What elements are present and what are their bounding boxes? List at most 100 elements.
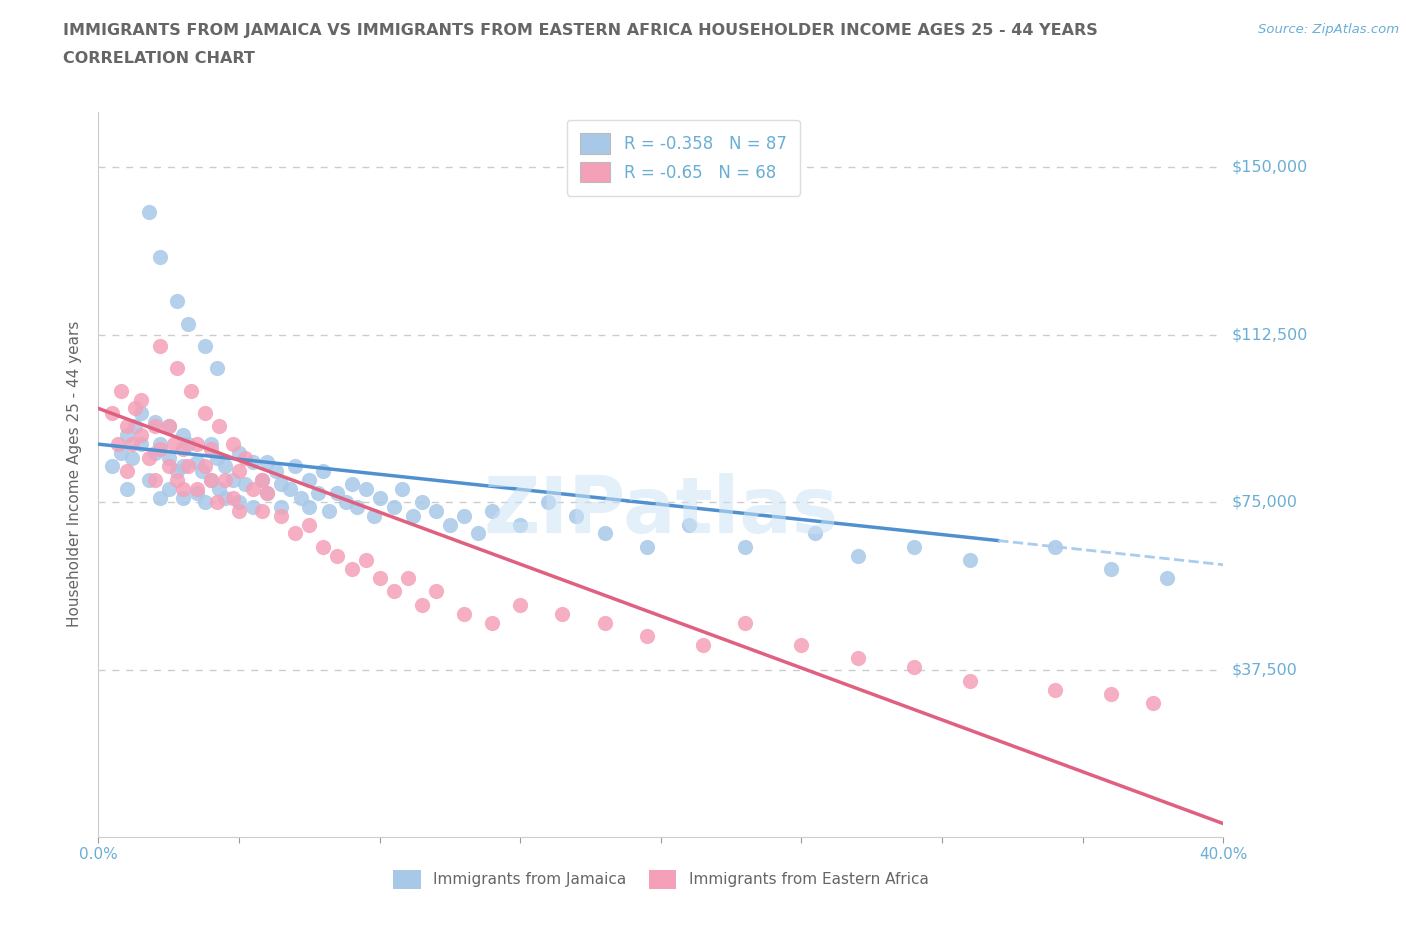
Point [335,495,357,510]
Point [157,450,180,465]
Point [636,629,658,644]
Point [298,472,321,487]
Point [551,606,574,621]
Point [298,499,321,514]
Point [959,552,981,567]
Point [382,499,405,514]
Point [101,405,124,420]
Point [903,660,925,675]
Point [250,504,273,519]
Point [368,571,391,586]
Point [593,526,616,541]
Text: ZIPatlas: ZIPatlas [484,472,838,549]
Point [391,482,413,497]
Point [110,445,132,460]
Point [242,499,264,514]
Point [233,477,256,492]
Point [138,450,160,465]
Point [959,673,981,688]
Point [222,472,245,487]
Point [340,477,363,492]
Point [200,441,222,456]
Point [222,437,245,452]
Point [382,584,405,599]
Point [110,383,132,398]
Point [191,463,214,478]
Text: Source: ZipAtlas.com: Source: ZipAtlas.com [1258,23,1399,36]
Point [312,463,335,478]
Point [205,495,228,510]
Point [734,616,756,631]
Point [242,482,264,497]
Point [149,441,172,456]
Point [804,526,827,541]
Point [166,463,188,478]
Point [129,437,152,452]
Point [368,490,391,505]
Point [290,490,312,505]
Point [453,508,475,523]
Point [242,455,264,470]
Point [172,482,194,497]
Point [172,490,194,505]
Point [396,571,419,586]
Point [138,472,160,487]
Point [101,459,124,474]
Point [194,495,217,510]
Point [172,441,194,456]
Point [143,415,166,430]
Point [186,455,208,470]
Point [115,418,138,433]
Point [593,616,616,631]
Point [228,445,250,460]
Point [163,437,186,452]
Point [149,339,172,353]
Point [264,463,287,478]
Point [402,508,425,523]
Point [256,485,278,500]
Point [149,437,172,452]
Point [186,437,208,452]
Point [340,562,363,577]
Point [278,482,301,497]
Point [138,205,160,219]
Point [177,437,200,452]
Point [205,450,228,465]
Point [354,552,377,567]
Point [537,495,560,510]
Point [1099,686,1122,701]
Point [115,463,138,478]
Point [284,459,307,474]
Point [166,472,188,487]
Point [256,485,278,500]
Point [411,495,433,510]
Point [124,418,146,433]
Text: CORRELATION CHART: CORRELATION CHART [63,51,254,66]
Point [157,459,180,474]
Point [172,428,194,443]
Point [186,482,208,497]
Point [346,499,368,514]
Point [205,361,228,376]
Point [194,459,217,474]
Point [149,490,172,505]
Text: IMMIGRANTS FROM JAMAICA VS IMMIGRANTS FROM EASTERN AFRICA HOUSEHOLDER INCOME AGE: IMMIGRANTS FROM JAMAICA VS IMMIGRANTS FR… [63,23,1098,38]
Point [194,405,217,420]
Point [200,437,222,452]
Point [214,490,236,505]
Point [467,526,489,541]
Point [425,504,447,519]
Point [157,418,180,433]
Point [481,616,503,631]
Point [200,472,222,487]
Point [1043,539,1066,554]
Point [270,508,292,523]
Point [298,517,321,532]
Point [143,418,166,433]
Point [115,428,138,443]
Point [129,392,152,407]
Text: $75,000: $75,000 [1232,495,1298,510]
Text: $112,500: $112,500 [1232,327,1308,342]
Point [284,526,307,541]
Point [200,472,222,487]
